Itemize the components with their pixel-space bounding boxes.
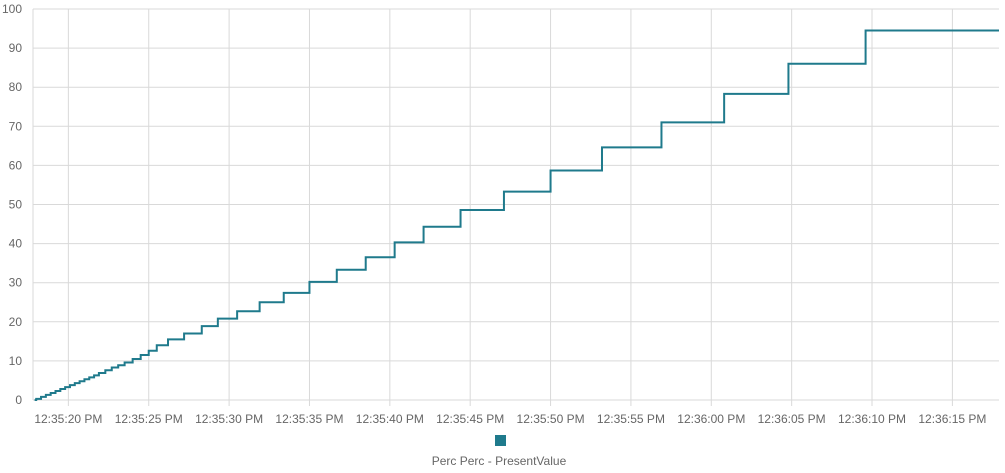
y-tick-label: 40 <box>9 237 23 251</box>
x-tick-label: 12:35:45 PM <box>436 412 504 426</box>
x-tick-label: 12:36:15 PM <box>918 412 986 426</box>
legend-swatch[interactable] <box>495 435 506 446</box>
y-tick-label: 10 <box>9 354 23 368</box>
y-tick-label: 70 <box>9 119 23 133</box>
x-tick-label: 12:35:35 PM <box>275 412 343 426</box>
x-tick-label: 12:36:05 PM <box>758 412 826 426</box>
y-axis-ticks: 0 10 20 30 40 50 60 70 80 90 100 <box>2 2 22 407</box>
y-tick-label: 20 <box>9 315 23 329</box>
x-tick-label: 12:35:20 PM <box>34 412 102 426</box>
y-tick-label: 50 <box>9 198 23 212</box>
y-tick-label: 30 <box>9 276 23 290</box>
x-axis-ticks: 12:35:20 PM 12:35:25 PM 12:35:30 PM 12:35:3… <box>34 412 986 426</box>
y-tick-label: 90 <box>9 41 23 55</box>
x-tick-label: 12:35:50 PM <box>517 412 585 426</box>
legend[interactable]: Perc Perc - PresentValue <box>432 435 567 468</box>
y-tick-label: 80 <box>9 80 23 94</box>
x-tick-label: 12:35:40 PM <box>356 412 424 426</box>
series-line[interactable] <box>34 29 999 401</box>
legend-label[interactable]: Perc Perc - PresentValue <box>432 454 567 468</box>
x-tick-label: 12:35:25 PM <box>115 412 183 426</box>
x-tick-label: 12:36:00 PM <box>677 412 745 426</box>
x-tick-label: 12:36:10 PM <box>838 412 906 426</box>
y-tick-label: 60 <box>9 158 23 172</box>
grid-lines <box>32 8 999 406</box>
y-tick-label: 100 <box>2 2 22 16</box>
series-layer <box>34 29 999 401</box>
x-tick-label: 12:35:30 PM <box>195 412 263 426</box>
x-tick-label: 12:35:55 PM <box>597 412 665 426</box>
y-tick-label: 0 <box>15 393 22 407</box>
